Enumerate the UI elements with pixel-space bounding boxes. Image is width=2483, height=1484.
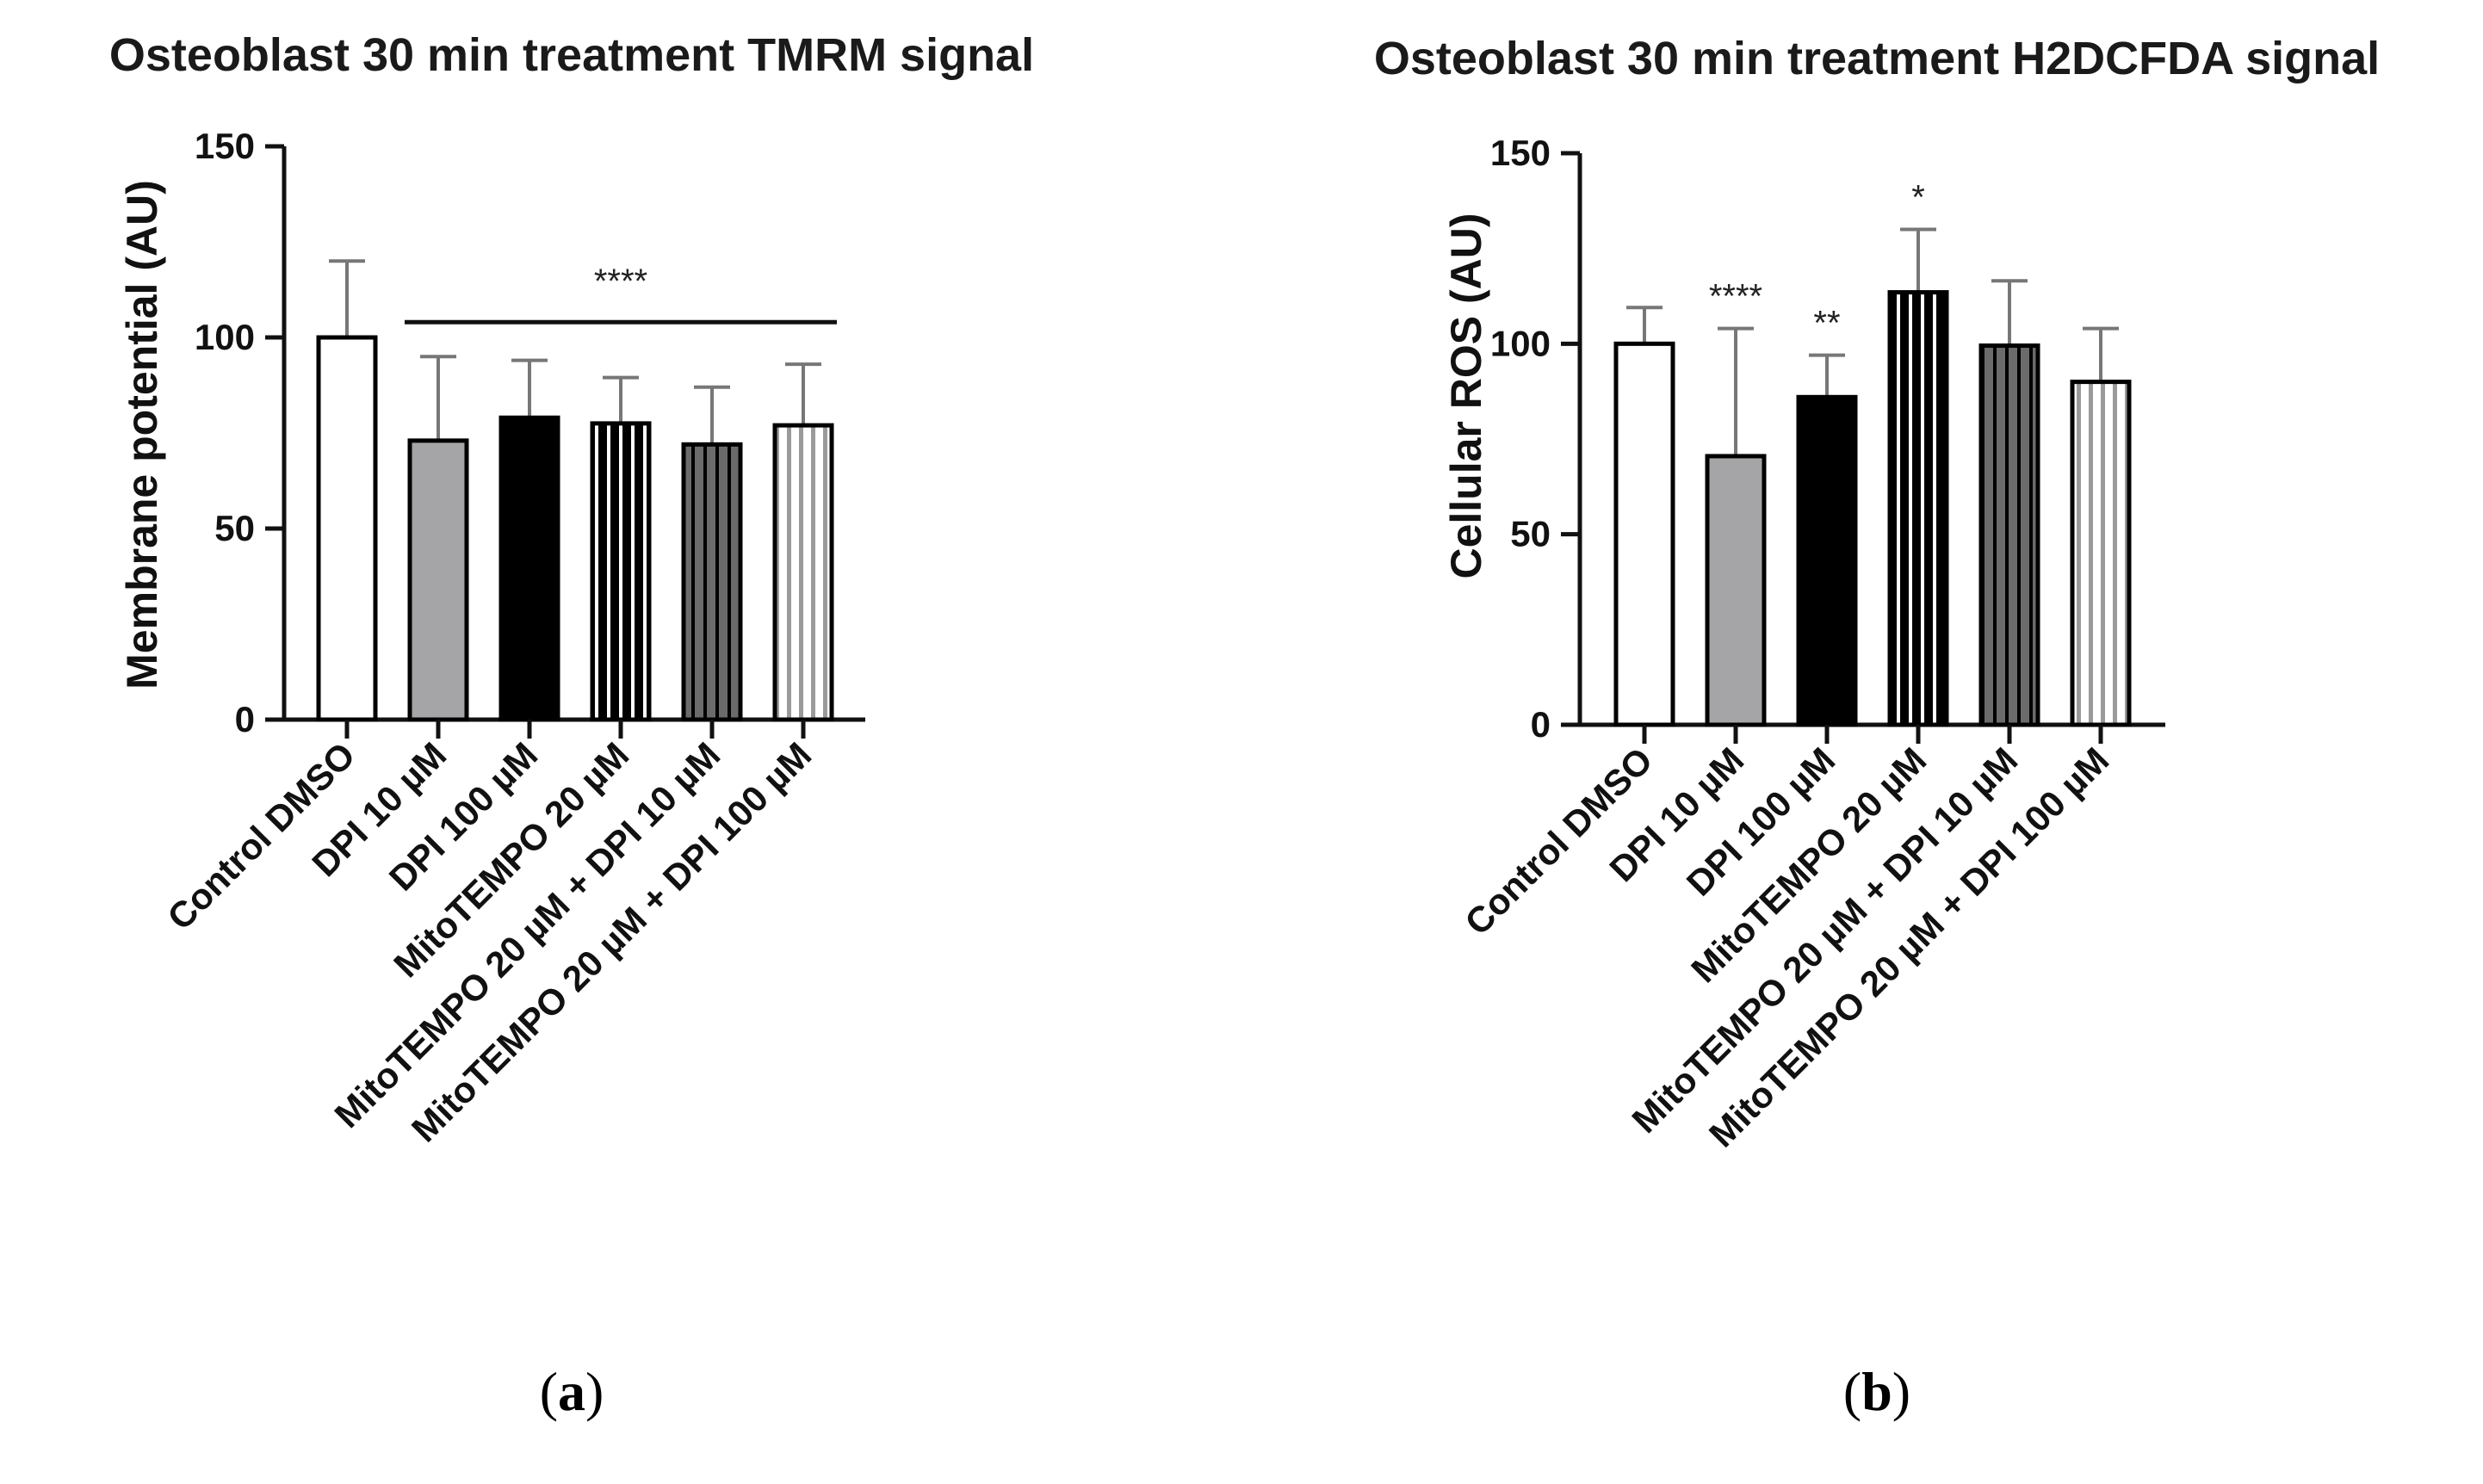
significance-label-2: ** xyxy=(1813,305,1840,343)
bar-5 xyxy=(772,423,834,722)
bar-3 xyxy=(1887,290,1949,727)
y-tick-label-0: 0 xyxy=(1531,704,1551,745)
y-tick-label-100: 100 xyxy=(1490,323,1551,363)
significance-label-1: **** xyxy=(1709,278,1762,316)
y-tick-label-50: 50 xyxy=(214,508,255,548)
bar-2 xyxy=(1796,394,1858,727)
y-tick-label-0: 0 xyxy=(235,699,255,739)
panel-b: Osteoblast 30 min treatment H2DCFDA sign… xyxy=(1374,33,2380,1422)
y-tick-label-50: 50 xyxy=(1510,514,1551,554)
bar-5 xyxy=(2070,380,2132,727)
bar-0 xyxy=(1613,341,1675,727)
y-tick-label-150: 150 xyxy=(195,126,255,166)
bar-2 xyxy=(498,415,560,722)
bar-4 xyxy=(681,442,743,722)
y-axis-label: Membrane potential (AU) xyxy=(118,180,166,689)
panel-a: Osteoblast 30 min treatment TMRM signal … xyxy=(109,29,1034,1422)
y-tick-label-150: 150 xyxy=(1490,133,1551,173)
panel-label: (b) xyxy=(1843,1361,1910,1422)
bar-0 xyxy=(316,335,378,722)
significance-label-3: * xyxy=(1911,179,1925,217)
bar-3 xyxy=(590,421,652,722)
y-tick-label-100: 100 xyxy=(195,317,255,357)
y-axis-label: Cellular ROS (AU) xyxy=(1442,213,1490,578)
chart-title: Osteoblast 30 min treatment H2DCFDA sign… xyxy=(1374,33,2380,84)
bar-1 xyxy=(1705,454,1767,727)
bar-4 xyxy=(1978,343,2040,727)
bar-1 xyxy=(407,438,469,722)
chart-title: Osteoblast 30 min treatment TMRM signal xyxy=(109,29,1034,81)
significance-label: **** xyxy=(594,263,647,300)
panel-label: (a) xyxy=(540,1361,604,1422)
